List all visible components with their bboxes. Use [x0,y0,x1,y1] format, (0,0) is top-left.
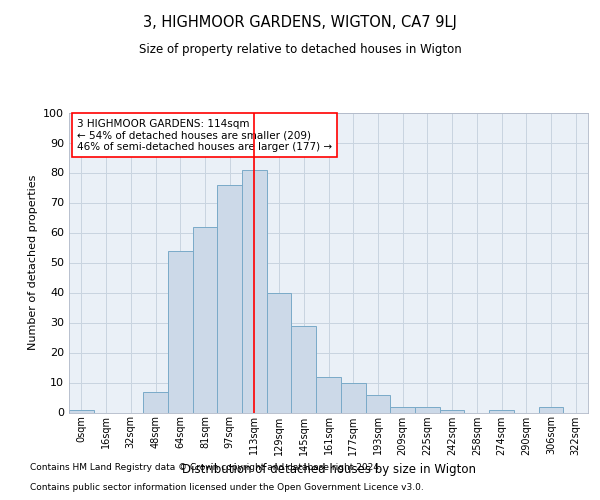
Bar [168,250,193,412]
Bar [341,382,365,412]
Bar [415,406,440,412]
Bar [69,410,94,412]
Bar [539,406,563,412]
Bar [390,406,415,412]
Bar [217,184,242,412]
Bar [292,326,316,412]
Bar [365,394,390,412]
Text: Contains HM Land Registry data © Crown copyright and database right 2024.: Contains HM Land Registry data © Crown c… [30,464,382,472]
Bar [242,170,267,412]
Text: Contains public sector information licensed under the Open Government Licence v3: Contains public sector information licen… [30,484,424,492]
Text: Size of property relative to detached houses in Wigton: Size of property relative to detached ho… [139,42,461,56]
X-axis label: Distribution of detached houses by size in Wigton: Distribution of detached houses by size … [182,463,476,476]
Bar [489,410,514,412]
Bar [316,376,341,412]
Bar [143,392,168,412]
Y-axis label: Number of detached properties: Number of detached properties [28,175,38,350]
Text: 3, HIGHMOOR GARDENS, WIGTON, CA7 9LJ: 3, HIGHMOOR GARDENS, WIGTON, CA7 9LJ [143,15,457,30]
Bar [267,292,292,412]
Text: 3 HIGHMOOR GARDENS: 114sqm
← 54% of detached houses are smaller (209)
46% of sem: 3 HIGHMOOR GARDENS: 114sqm ← 54% of deta… [77,118,332,152]
Bar [440,410,464,412]
Bar [193,226,217,412]
